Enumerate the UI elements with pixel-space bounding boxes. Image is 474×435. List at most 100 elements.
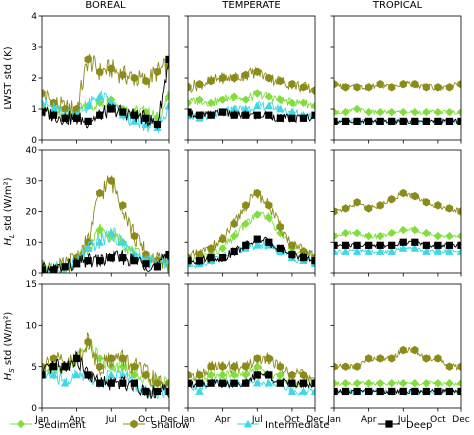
data-point-deep [242, 241, 250, 249]
panel-plot-area [188, 188, 315, 269]
data-point-intermediate [310, 387, 315, 395]
data-point-deep [107, 379, 115, 387]
data-point-sediment [375, 107, 385, 117]
data-point-intermediate [375, 247, 385, 255]
data-point-shallow [434, 354, 442, 363]
data-point-sediment [334, 107, 339, 117]
data-point-shallow [107, 64, 115, 73]
data-point-sediment [95, 98, 104, 107]
series-line-deep [188, 236, 315, 266]
data-point-shallow [288, 241, 296, 250]
data-point-intermediate [253, 101, 262, 110]
data-point-sediment [195, 95, 204, 104]
data-point-sediment [399, 379, 408, 388]
x-tick-label: Dec [306, 415, 323, 425]
data-point-deep [365, 387, 373, 396]
data-point-intermediate [352, 247, 362, 255]
data-point-sediment [445, 107, 454, 117]
data-point-sediment [276, 95, 285, 104]
data-point-deep [457, 117, 461, 125]
data-point-deep [96, 111, 104, 119]
data-point-intermediate [276, 104, 285, 113]
series-line-shallow [334, 191, 461, 214]
data-point-deep [353, 241, 361, 249]
series-line-deep [334, 240, 461, 249]
data-point-shallow [207, 362, 215, 371]
data-point-deep [288, 250, 296, 259]
legend-item-shallow: Shallow [123, 419, 190, 431]
data-point-shallow [130, 362, 138, 371]
data-point-deep [130, 257, 138, 265]
legend-label: Intermediate [265, 420, 330, 431]
data-point-deep [265, 371, 273, 379]
data-point-shallow [288, 80, 296, 89]
data-point-shallow [276, 76, 284, 86]
data-point-deep [253, 111, 261, 119]
legend-marker [16, 419, 26, 429]
data-point-intermediate [95, 92, 104, 100]
data-point-deep [265, 238, 273, 246]
data-point-shallow [265, 201, 273, 210]
panel-plot-area [334, 79, 461, 126]
data-point-shallow [434, 83, 442, 92]
data-point-deep [399, 387, 407, 396]
data-point-shallow [388, 354, 396, 363]
x-tick-label: Jan [34, 415, 49, 425]
data-point-deep [353, 387, 361, 396]
data-point-deep [253, 371, 261, 379]
x-tick-label: Oct [284, 415, 300, 425]
data-point-sediment [253, 362, 262, 371]
data-point-shallow [253, 354, 261, 363]
legend-item-sediment: Sediment [10, 419, 86, 431]
data-point-deep [445, 117, 454, 125]
data-point-shallow [265, 73, 273, 83]
data-point-deep [365, 117, 373, 125]
data-point-deep [299, 379, 308, 387]
panel: 0 1 2 3 4 [31, 12, 170, 146]
data-point-intermediate [95, 238, 104, 246]
data-point-intermediate [42, 98, 47, 107]
data-point-sediment [241, 219, 250, 228]
data-point-deep [334, 387, 338, 396]
data-point-shallow [376, 80, 384, 89]
series-line-shallow [188, 66, 315, 96]
data-point-deep [61, 114, 69, 122]
data-point-sediment [422, 228, 431, 238]
data-point-intermediate [456, 247, 461, 255]
data-point-deep [219, 254, 227, 262]
panel-plot-area [42, 174, 169, 273]
panel-plot-area [42, 52, 169, 133]
data-point-shallow [242, 201, 250, 210]
data-point-deep [49, 111, 58, 119]
data-point-sediment [341, 379, 350, 388]
data-point-deep [411, 117, 419, 125]
data-point-deep [422, 241, 430, 249]
data-point-intermediate [287, 387, 297, 395]
data-point-deep [288, 379, 296, 387]
data-point-shallow [142, 76, 150, 86]
data-point-deep [130, 379, 138, 387]
data-point-intermediate [60, 379, 70, 387]
y-tick-label: 10 [26, 322, 38, 332]
panel-frame [187, 283, 316, 409]
data-point-deep [230, 379, 238, 387]
data-point-deep [42, 371, 46, 379]
data-point-intermediate [107, 370, 116, 379]
data-point-sediment [399, 225, 408, 235]
data-point-sediment [95, 225, 104, 235]
data-point-sediment [364, 379, 373, 388]
data-point-deep [276, 379, 284, 387]
data-point-sediment [375, 379, 385, 388]
data-point-deep [457, 241, 461, 249]
data-point-shallow [219, 73, 227, 83]
legend-item-intermediate: Intermediate [237, 419, 330, 431]
data-point-shallow [457, 362, 461, 371]
data-point-shallow [353, 83, 361, 92]
data-point-shallow [411, 80, 419, 89]
y-tick-label: 15 [26, 280, 37, 290]
data-point-shallow [61, 104, 69, 114]
data-point-shallow [49, 354, 58, 363]
data-point-shallow [230, 362, 238, 371]
panel-plot-area [188, 352, 315, 397]
data-point-shallow [299, 370, 308, 380]
